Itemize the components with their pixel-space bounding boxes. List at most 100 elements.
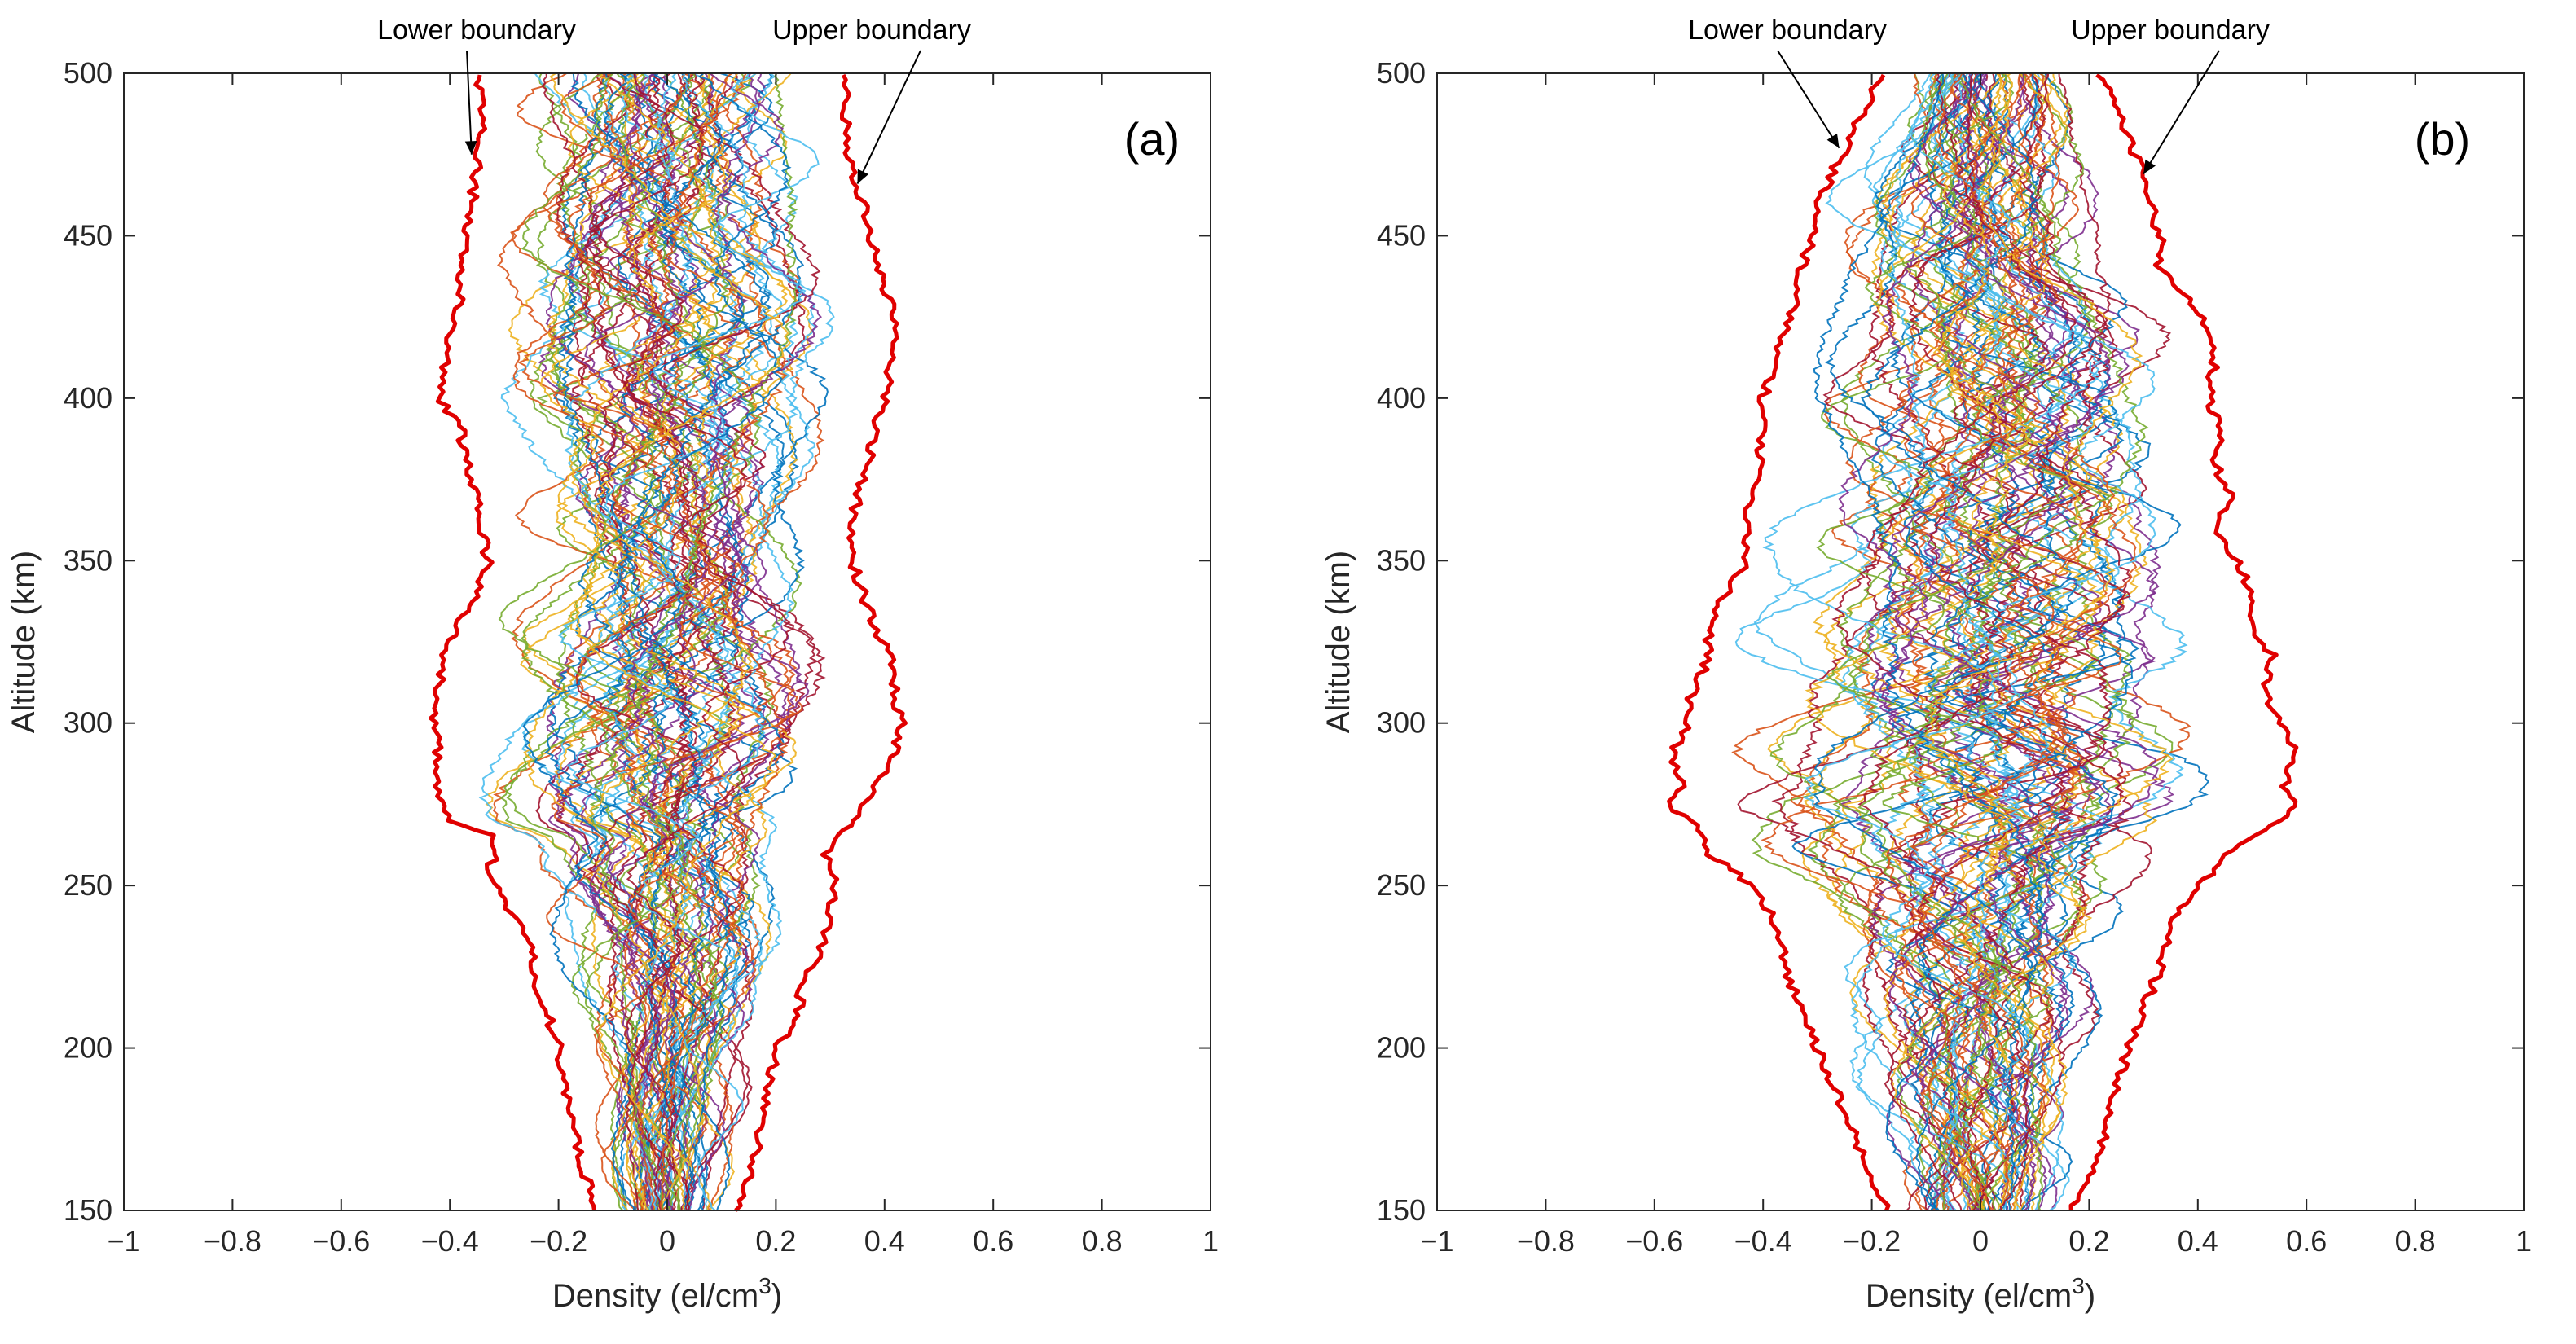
- x-tick-label: 0.8: [1082, 1224, 1123, 1258]
- y-tick-label: 400: [1377, 381, 1426, 415]
- profile-line: [1883, 72, 2149, 1211]
- profile-line: [596, 72, 754, 1211]
- x-axis-label-close: ): [2085, 1278, 2095, 1314]
- lower-boundary-label: Lower boundary: [1688, 15, 1887, 46]
- x-tick-label: −0.6: [312, 1224, 370, 1258]
- profile-line: [1864, 72, 2077, 1211]
- profile-line: [1734, 72, 2097, 1211]
- panel-a: −1 −0.8 −0.6 −0.4 −0.2 0 0.2 0.4 0.6 0.8 1 150 200 2…: [6, 15, 1219, 1314]
- boundaries-group: [1667, 72, 2299, 1211]
- profile-line: [546, 72, 681, 1211]
- profile-line: [604, 72, 786, 1211]
- x-tick-label: −1: [1420, 1224, 1453, 1258]
- x-ticks: −1 −0.8 −0.6 −0.4 −0.2 0 0.2 0.4 0.6 0.8 1: [107, 73, 1219, 1258]
- profile-line: [523, 72, 716, 1211]
- x-ticks: −1 −0.8 −0.6 −0.4 −0.2 0 0.2 0.4 0.6 0.8 1: [1420, 73, 2532, 1258]
- y-tick-label: 150: [1377, 1193, 1426, 1227]
- y-tick-label: 300: [64, 706, 112, 740]
- y-tick-label: 400: [64, 381, 112, 415]
- y-ticks: 150 200 250 300 350 400 450 500: [1377, 56, 2524, 1227]
- y-tick-label: 500: [64, 56, 112, 90]
- profile-line: [1737, 72, 2127, 1211]
- profile-line: [1935, 72, 2174, 1211]
- x-axis-label-main: Density (el/cm: [552, 1278, 758, 1314]
- profile-line: [588, 72, 822, 1210]
- profile-line: [568, 72, 772, 1211]
- profile-line: [1916, 72, 2113, 1211]
- lower-boundary-label: Lower boundary: [377, 15, 576, 46]
- y-axis-label: Altitude (km): [1321, 551, 1356, 734]
- upper-boundary-label: Upper boundary: [772, 15, 971, 46]
- profile-line: [1838, 72, 2071, 1211]
- x-axis-label: Density (el/cm3): [1866, 1273, 2095, 1314]
- y-tick-label: 250: [64, 868, 112, 902]
- profile-line: [1923, 72, 2143, 1211]
- profile-line: [1813, 72, 2046, 1211]
- panel-b: −1 −0.8 −0.6 −0.4 −0.2 0 0.2 0.4 0.6 0.8 1 150 200 2…: [1321, 15, 2532, 1314]
- upper-boundary-label: Upper boundary: [2071, 15, 2270, 46]
- x-tick-label: −0.2: [530, 1224, 587, 1258]
- annotations-group: Lower boundary Upper boundary: [377, 15, 971, 185]
- profile-line: [1886, 72, 2116, 1211]
- profile-line: [587, 72, 821, 1211]
- y-tick-label: 450: [64, 218, 112, 252]
- y-tick-label: 500: [1377, 56, 1426, 90]
- profile-line: [640, 72, 789, 1211]
- y-tick-label: 300: [1377, 706, 1426, 740]
- lower-boundary-line: [429, 74, 596, 1211]
- profile-line: [1945, 72, 2111, 1211]
- profile-line: [569, 72, 754, 1211]
- profile-line: [544, 72, 745, 1211]
- profile-line: [584, 72, 810, 1211]
- x-axis-label: Density (el/cm3): [552, 1273, 782, 1314]
- annotation-arrow-line: [1777, 50, 1840, 149]
- annotation-arrow-line: [2143, 50, 2220, 175]
- annotation-arrow-line: [466, 50, 473, 155]
- profile-line: [1910, 72, 2064, 1211]
- profile-line: [1871, 72, 2120, 1211]
- y-tick-label: 150: [64, 1193, 112, 1227]
- y-tick-label: 200: [64, 1031, 112, 1065]
- profile-line: [575, 72, 767, 1211]
- profile-line: [539, 72, 768, 1211]
- annotations-group: Lower boundary Upper boundary: [1688, 15, 2270, 175]
- profiles-group: [1731, 72, 2209, 1211]
- x-tick-label: −0.8: [1517, 1224, 1575, 1258]
- x-tick-label: −0.4: [421, 1224, 479, 1258]
- profile-line: [1964, 72, 2126, 1211]
- x-axis-label-main: Density (el/cm: [1866, 1278, 2072, 1314]
- upper-boundary-line: [2068, 72, 2299, 1211]
- x-tick-label: 0.4: [2178, 1224, 2218, 1258]
- panel-label: (b): [2415, 113, 2470, 165]
- x-axis-label-close: ): [771, 1278, 782, 1314]
- x-tick-label: 0.2: [755, 1224, 796, 1258]
- annotation-arrowhead: [857, 169, 869, 184]
- annotation-arrow-line: [856, 50, 921, 185]
- profiles-group: [478, 72, 835, 1211]
- x-tick-label: 0.6: [2286, 1224, 2327, 1258]
- profile-line: [499, 72, 802, 1211]
- profile-line: [498, 72, 712, 1211]
- x-axis-label-superscript: 3: [758, 1273, 771, 1298]
- x-tick-label: 0.6: [973, 1224, 1013, 1258]
- profile-line: [515, 72, 767, 1211]
- x-tick-label: −1: [107, 1224, 140, 1258]
- profile-line: [1762, 72, 2101, 1211]
- upper-boundary-line: [734, 73, 908, 1212]
- profile-line: [588, 72, 795, 1211]
- panel-label: (a): [1124, 113, 1180, 165]
- profile-line: [1837, 72, 2113, 1211]
- y-tick-label: 250: [1377, 868, 1426, 902]
- x-tick-label: 0.2: [2068, 1224, 2109, 1258]
- y-tick-label: 200: [1377, 1031, 1426, 1065]
- profile-line: [521, 72, 729, 1211]
- y-tick-label: 350: [64, 543, 112, 577]
- annotation-arrowhead: [464, 140, 477, 155]
- profile-line: [1866, 73, 2066, 1211]
- profile-line: [1813, 72, 2078, 1211]
- x-tick-label: −0.8: [204, 1224, 262, 1258]
- profile-line: [608, 72, 835, 1211]
- boundaries-group: [429, 73, 908, 1212]
- y-tick-label: 450: [1377, 218, 1426, 252]
